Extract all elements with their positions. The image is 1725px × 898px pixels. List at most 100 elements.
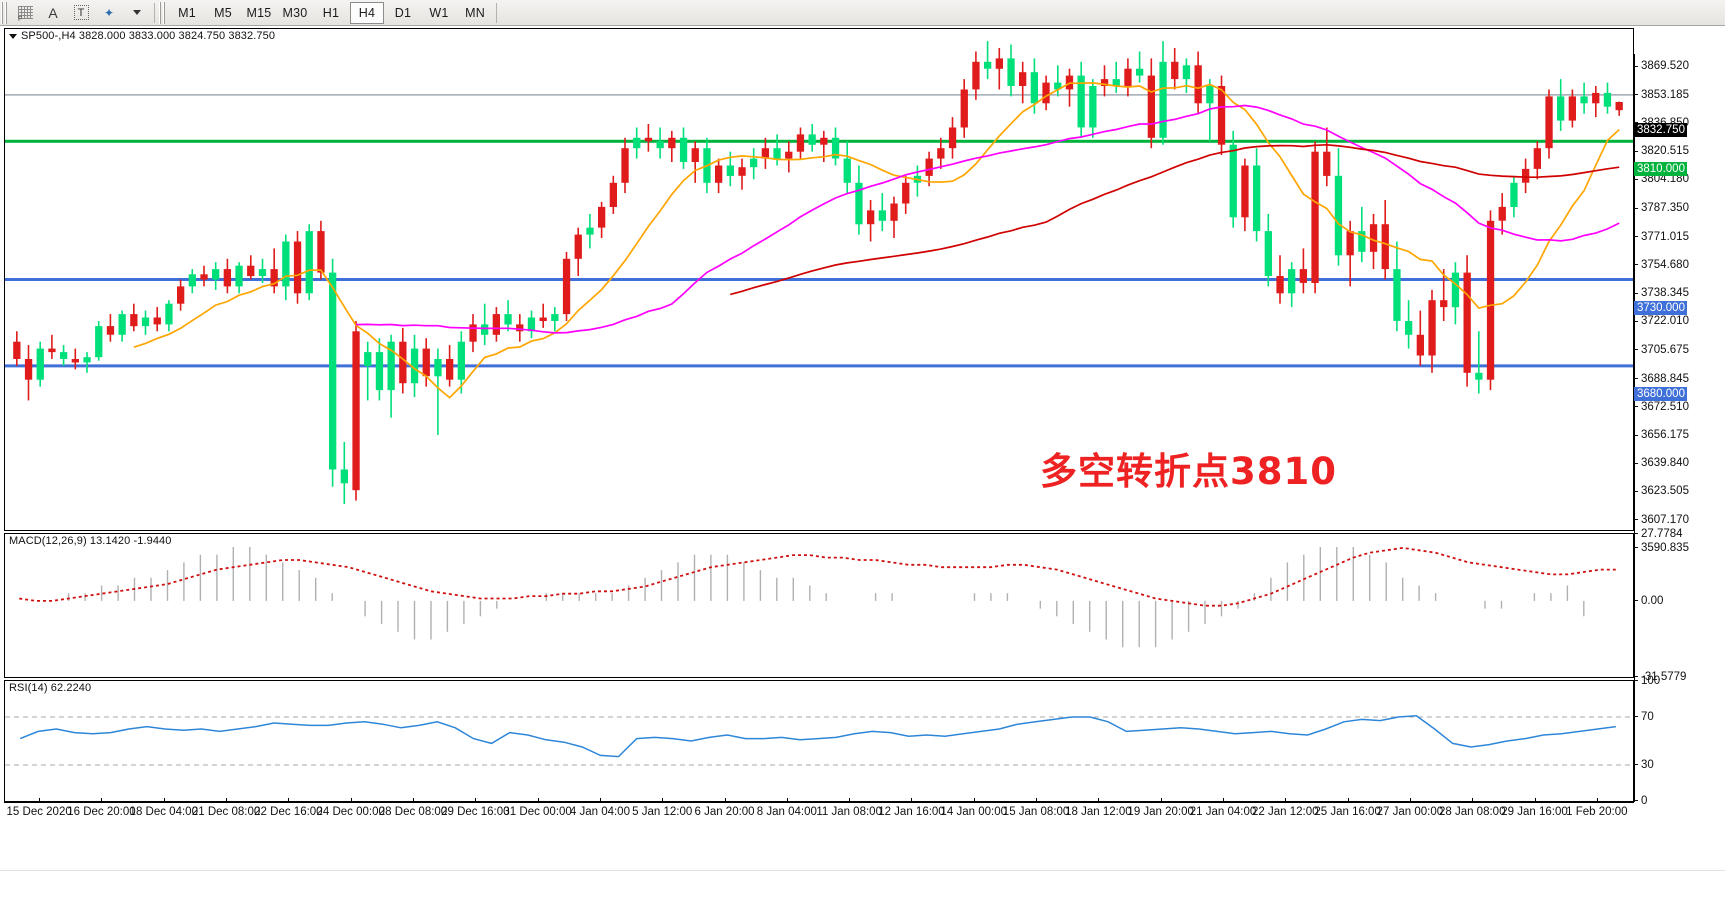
macd-signal-line — [19, 546, 1617, 607]
candle-body — [200, 274, 208, 280]
candle-body — [551, 314, 559, 321]
price-badge-3680-000[interactable]: 3680.000 — [1634, 386, 1687, 401]
time-axis-label: 1 Feb 20:00 — [1566, 806, 1628, 818]
candle-body — [808, 134, 816, 145]
candle-body — [422, 348, 430, 377]
chart-area[interactable]: SP500-,H4 3828.000 3833.000 3824.750 383… — [0, 26, 1725, 898]
candle-body — [668, 137, 676, 149]
macd-axis-tick: 0.00 — [1634, 595, 1663, 607]
candle-body — [820, 137, 828, 145]
time-axis[interactable]: 15 Dec 2020 16 Dec 20:00 18 Dec 04:00 21 De… — [4, 798, 1634, 826]
candle-body — [258, 269, 267, 276]
candle-body — [340, 469, 348, 484]
time-axis-label: 22 Jan 12:00 — [1252, 806, 1319, 818]
candle-body — [1311, 151, 1319, 283]
price-axis[interactable]: 3869.5203853.1853836.8503820.5153804.180… — [1634, 54, 1725, 807]
candle-body — [130, 314, 138, 327]
candle-body — [305, 231, 313, 294]
candle-body — [1416, 334, 1424, 356]
candle-body — [1428, 300, 1436, 356]
candle-body — [1253, 165, 1261, 232]
candle-body — [621, 148, 629, 183]
timeframe-d1[interactable]: D1 — [394, 5, 412, 20]
time-axis-tick — [39, 798, 41, 803]
blue-level-3680[interactable] — [5, 364, 1634, 368]
time-axis-label: 28 Dec 08:00 — [378, 806, 448, 818]
grid-icon[interactable]: F — [12, 2, 38, 24]
blue-level-3730[interactable] — [5, 278, 1634, 281]
candle-body — [24, 359, 33, 380]
timeframe-h4[interactable]: H4 — [350, 1, 384, 24]
time-axis-label: 18 Dec 04:00 — [129, 806, 198, 818]
time-axis-tick — [413, 798, 414, 803]
price-axis-tick: 3672.510 — [1634, 401, 1689, 413]
timeframe-mn[interactable]: MN — [465, 5, 485, 20]
gray-level[interactable] — [5, 94, 1634, 96]
price-badge-3832-750[interactable]: 3832.750 — [1634, 122, 1687, 137]
candle-body — [1147, 75, 1155, 138]
candle-body — [1557, 96, 1565, 121]
candle-body — [1089, 86, 1097, 128]
time-axis-label: 6 Jan 20:00 — [694, 806, 755, 818]
rsi-panel[interactable]: RSI(14) 62.2240 — [4, 680, 1634, 802]
time-axis-label: 27 Jan 00:00 — [1376, 806, 1444, 818]
candle-body — [1136, 68, 1144, 76]
timeframe-m15[interactable]: M15 — [246, 5, 272, 20]
objects-icon[interactable]: ✦ — [103, 5, 115, 20]
time-axis-tick — [1098, 798, 1100, 803]
toolbar-separator — [154, 2, 155, 23]
candle-body — [457, 341, 465, 380]
rsi-line — [19, 715, 1616, 758]
candle-body — [972, 61, 980, 90]
candle-body — [1194, 65, 1202, 104]
price-panel[interactable]: SP500-,H4 3828.000 3833.000 3824.750 383… — [4, 28, 1634, 531]
candle-body — [1276, 276, 1284, 294]
macd-panel[interactable]: MACD(12,26,9) 13.1420 -1.9440 — [4, 533, 1634, 678]
candle-body — [1475, 372, 1483, 380]
time-axis-label: 24 Dec 00:00 — [316, 806, 385, 818]
timeframe-w1[interactable]: W1 — [429, 5, 449, 20]
time-axis-tick — [1596, 798, 1598, 803]
candle-body — [247, 265, 255, 277]
timeframe-m1[interactable]: M1 — [178, 5, 196, 20]
candle-body — [1241, 165, 1249, 218]
timeframe-m5[interactable]: M5 — [214, 5, 232, 20]
timeframe-grip[interactable] — [159, 1, 167, 24]
candle-body — [948, 127, 957, 149]
timeframe-m30[interactable]: M30 — [282, 5, 308, 20]
candle-body — [1463, 272, 1471, 373]
candle-body — [738, 167, 746, 176]
candle-body — [644, 137, 653, 142]
candle-body — [223, 269, 231, 287]
toolbar-grip[interactable] — [1, 1, 9, 24]
timeframe-h1[interactable]: H1 — [322, 5, 340, 20]
text-tool-icon[interactable]: A — [48, 4, 58, 21]
toolbar-separator-2 — [496, 2, 497, 23]
candle-body — [960, 89, 968, 128]
candle-body — [1603, 92, 1612, 107]
time-axis-tick — [599, 798, 601, 803]
candle-body — [469, 324, 477, 342]
objects-dropdown-icon[interactable] — [124, 2, 150, 24]
candle-body — [984, 61, 992, 69]
symbol-header[interactable]: SP500-,H4 3828.000 3833.000 3824.750 383… — [9, 30, 275, 42]
candle-body — [317, 231, 325, 273]
time-axis-tick — [1223, 798, 1224, 803]
time-axis-label: 11 Jan 08:00 — [816, 806, 882, 818]
time-axis-tick — [1347, 798, 1349, 803]
candle-body — [95, 326, 103, 358]
price-badge-3810-000[interactable]: 3810.000 — [1634, 162, 1687, 177]
label-tool-icon[interactable]: T — [68, 2, 94, 24]
symbol-dropdown-icon[interactable] — [9, 33, 17, 39]
candle-body — [785, 151, 793, 159]
price-axis-tick: 3820.515 — [1634, 145, 1689, 157]
candle-body — [1615, 102, 1623, 111]
candle-body — [656, 141, 664, 149]
candle-body — [1486, 220, 1495, 380]
time-axis-tick — [101, 798, 103, 803]
green-level-3810[interactable] — [5, 139, 1634, 143]
chart-annotation-text[interactable]: 多空转折点3810 — [1040, 450, 1337, 493]
ma-slow-line — [730, 143, 1620, 296]
price-badge-3730-000[interactable]: 3730.000 — [1634, 300, 1687, 315]
